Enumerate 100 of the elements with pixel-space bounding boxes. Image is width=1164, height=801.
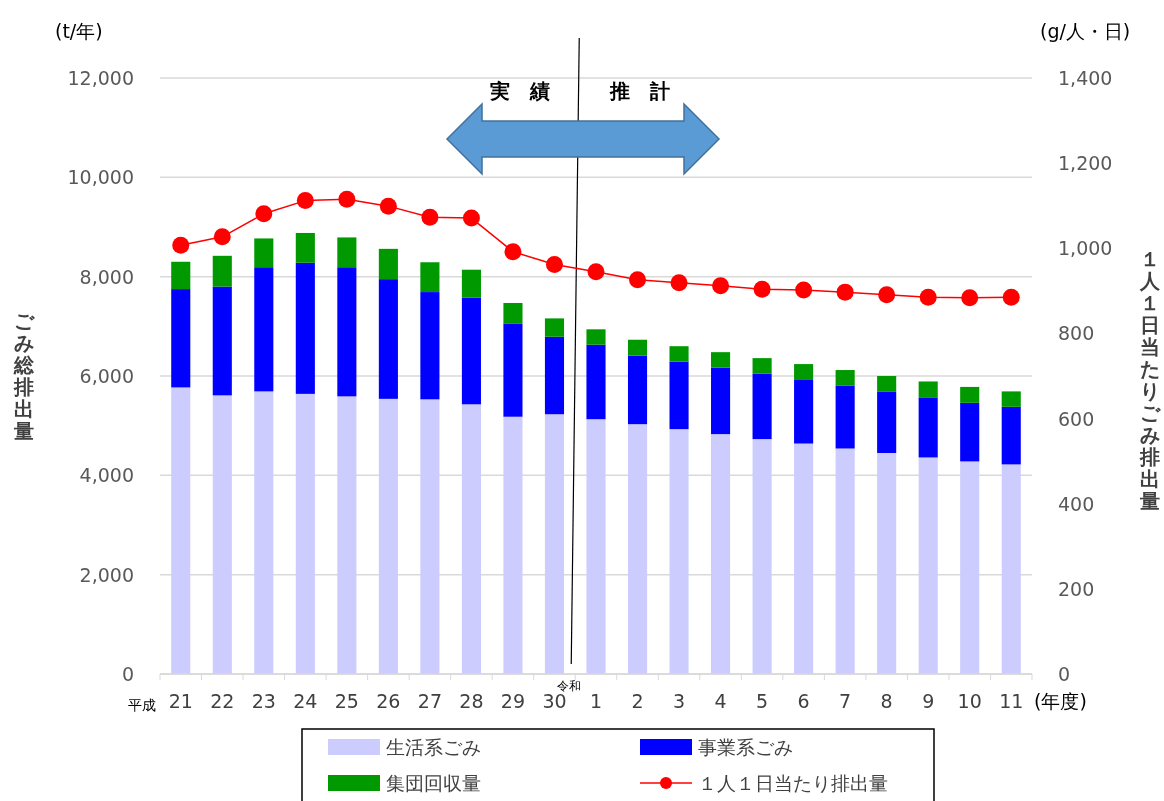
x-axis-title: (年度) bbox=[1034, 690, 1087, 712]
point bbox=[296, 192, 314, 210]
bar bbox=[254, 267, 274, 392]
bar bbox=[669, 361, 689, 430]
y-tick-label: 2,000 bbox=[79, 563, 134, 586]
y2-tick-label: 1,400 bbox=[1058, 67, 1113, 89]
bar bbox=[711, 367, 731, 435]
bar bbox=[1001, 464, 1021, 674]
bar bbox=[212, 255, 232, 287]
bar bbox=[171, 387, 191, 674]
bar bbox=[503, 323, 523, 417]
bar bbox=[960, 461, 980, 674]
bar bbox=[752, 439, 772, 674]
bar bbox=[835, 448, 855, 674]
y2-tick-label: 200 bbox=[1058, 577, 1095, 600]
bar bbox=[877, 391, 897, 453]
bar bbox=[337, 237, 357, 268]
bar bbox=[835, 370, 855, 386]
bar bbox=[918, 397, 938, 458]
bar bbox=[1001, 406, 1021, 465]
point bbox=[961, 289, 979, 307]
bar bbox=[420, 399, 440, 674]
bar bbox=[752, 358, 772, 374]
bar bbox=[420, 262, 440, 293]
bar bbox=[378, 279, 398, 399]
bar bbox=[171, 261, 191, 290]
y2-tick-label: 800 bbox=[1058, 322, 1095, 345]
y-tick-label: 4,000 bbox=[79, 464, 134, 487]
bar bbox=[918, 457, 938, 674]
text: 令和 bbox=[557, 679, 582, 693]
x-tick-label: 2 bbox=[631, 690, 644, 712]
bar bbox=[254, 391, 274, 674]
annotation: 推 計 bbox=[609, 79, 670, 103]
bar bbox=[295, 232, 315, 263]
x-tick-label: 4 bbox=[714, 690, 727, 712]
x-tick-label: 1 bbox=[589, 690, 603, 712]
x-tick-label: 24 bbox=[293, 690, 318, 712]
point bbox=[587, 263, 605, 281]
y-tick-label: 10,000 bbox=[67, 166, 134, 189]
bar bbox=[461, 297, 481, 405]
x-tick-label: 11 bbox=[999, 690, 1024, 712]
bar bbox=[295, 262, 315, 394]
y-tick-label: 6,000 bbox=[79, 365, 134, 387]
bar bbox=[627, 355, 648, 425]
y-axis-title: ごみ総排出量 bbox=[13, 309, 35, 443]
bar bbox=[503, 416, 523, 674]
x-tick-label: 22 bbox=[210, 690, 235, 712]
bar bbox=[337, 267, 357, 397]
point bbox=[1002, 288, 1020, 306]
legend-label: 集団回収量 bbox=[386, 772, 481, 794]
y-tick-label: 0 bbox=[121, 663, 134, 685]
bar bbox=[212, 395, 232, 674]
legend-label: 事業系ごみ bbox=[698, 736, 793, 758]
y-tick-label: 12,000 bbox=[67, 67, 134, 89]
x-tick-label: 7 bbox=[839, 690, 852, 712]
point bbox=[545, 255, 563, 273]
x-tick-label: 23 bbox=[251, 690, 276, 712]
point bbox=[172, 236, 190, 254]
point bbox=[504, 243, 522, 261]
point bbox=[795, 281, 813, 299]
bar bbox=[254, 238, 274, 268]
x-tick-label: 9 bbox=[922, 690, 935, 712]
point bbox=[421, 208, 439, 226]
bar bbox=[918, 381, 938, 398]
x-tick-label: 5 bbox=[756, 690, 769, 712]
bar bbox=[627, 424, 648, 674]
point bbox=[255, 205, 273, 223]
x-tick-label: 10 bbox=[957, 690, 982, 712]
bar bbox=[378, 248, 398, 280]
bar bbox=[461, 269, 481, 298]
point bbox=[338, 190, 356, 208]
y2-tick-label: 600 bbox=[1058, 407, 1095, 430]
legend-label: 生活系ごみ bbox=[386, 736, 481, 758]
text: (t/年) bbox=[55, 20, 103, 42]
bar bbox=[835, 385, 855, 449]
bar bbox=[711, 434, 731, 674]
point bbox=[836, 283, 854, 301]
bar bbox=[794, 364, 814, 380]
x-tick-label: 28 bbox=[459, 690, 484, 712]
y2-tick-label: 1,000 bbox=[1058, 237, 1113, 260]
text: １人１日当たりごみ排出量 bbox=[1140, 247, 1160, 513]
x-tick-label: 8 bbox=[880, 690, 893, 712]
y2-tick-label: 1,200 bbox=[1058, 152, 1113, 175]
bar bbox=[752, 373, 772, 440]
point bbox=[712, 277, 730, 295]
bar bbox=[337, 396, 357, 674]
point bbox=[629, 271, 647, 289]
bar bbox=[794, 443, 814, 674]
y2-tick-label: 400 bbox=[1058, 492, 1095, 515]
x-tick-label: 6 bbox=[797, 690, 810, 712]
bar bbox=[295, 393, 315, 674]
bar bbox=[378, 398, 398, 674]
bar bbox=[960, 402, 980, 462]
bar bbox=[544, 318, 565, 337]
bar bbox=[586, 419, 606, 674]
x-tick-label: 21 bbox=[168, 690, 193, 712]
bar bbox=[544, 414, 565, 674]
bar bbox=[669, 429, 689, 674]
bar bbox=[960, 386, 980, 403]
text: 平成 bbox=[128, 697, 156, 713]
